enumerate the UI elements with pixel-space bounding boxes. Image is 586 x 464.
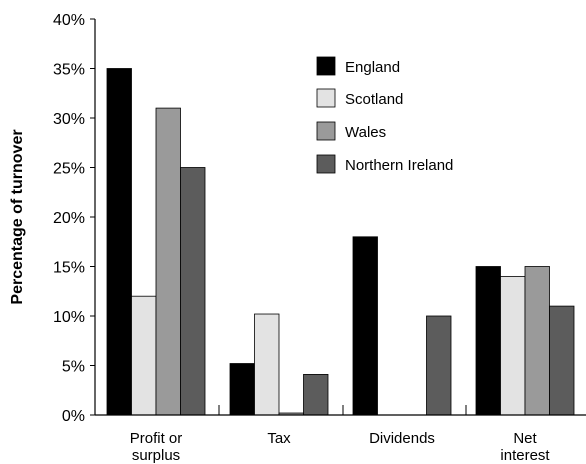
x-category-label: Net xyxy=(513,430,537,447)
legend: England Scotland Wales Northern Ireland xyxy=(316,56,453,174)
y-tick-label: 40% xyxy=(53,12,85,29)
bar-england xyxy=(229,363,255,416)
y-tick-label: 30% xyxy=(53,111,85,128)
bar-scotland xyxy=(254,313,280,416)
legend-label: Northern Ireland xyxy=(345,157,453,174)
bar-northern-ireland xyxy=(426,315,452,416)
y-axis-ticks: 0% 5% 10% 15% 20% 25% 30% 35% 40% xyxy=(53,12,95,425)
bar-england xyxy=(475,266,501,416)
y-tick-label: 35% xyxy=(53,62,85,79)
legend-swatch xyxy=(316,121,336,141)
x-category-label: interest xyxy=(500,447,550,464)
bar-northern-ireland xyxy=(303,374,329,416)
x-category-label: Dividends xyxy=(369,430,435,447)
y-axis-title: Percentage of turnover xyxy=(9,129,26,304)
x-category-label: Profit or xyxy=(130,430,183,447)
legend-swatch xyxy=(316,88,336,108)
bar-scotland xyxy=(131,295,157,416)
y-axis-title-group: Percentage of turnover xyxy=(9,129,26,304)
bar-wales xyxy=(155,107,181,416)
x-category-label: Tax xyxy=(267,430,291,447)
legend-swatch xyxy=(316,154,336,174)
y-tick-label: 15% xyxy=(53,260,85,277)
legend-label: Wales xyxy=(345,124,386,141)
legend-swatch xyxy=(316,56,336,76)
y-tick-label: 0% xyxy=(62,408,85,425)
y-tick-label: 10% xyxy=(53,309,85,326)
bar-england xyxy=(352,236,378,416)
bar-scotland xyxy=(500,275,526,416)
legend-label: England xyxy=(345,59,400,76)
bar-northern-ireland xyxy=(549,305,575,416)
axes xyxy=(94,19,586,416)
bar-northern-ireland xyxy=(180,167,206,416)
x-category-label: surplus xyxy=(132,447,180,464)
bars xyxy=(106,68,575,416)
y-tick-label: 5% xyxy=(62,359,85,376)
y-tick-label: 25% xyxy=(53,161,85,178)
legend-label: Scotland xyxy=(345,91,403,108)
bar-england xyxy=(106,68,132,416)
y-tick-label: 20% xyxy=(53,210,85,227)
bar-wales xyxy=(524,266,550,416)
